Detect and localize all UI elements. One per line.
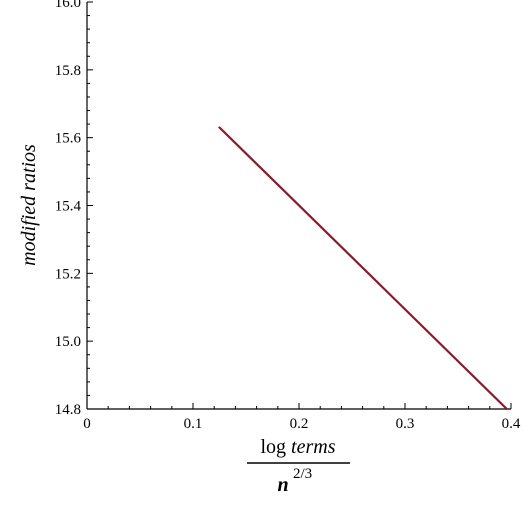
series-layer <box>218 126 508 411</box>
x-tick-label: 0.3 <box>396 416 415 432</box>
ticks: 14.8 15.0 15.2 15.4 15.6 15.8 16.0 0 0.1 0.2 0.3 0.… <box>55 0 521 432</box>
x-tick-label: 0 <box>83 416 91 432</box>
x-axis-title-terms: terms <box>291 436 336 458</box>
y-axis-title: modified ratios <box>18 144 40 266</box>
x-axis-title-exponent: 2/3 <box>293 466 312 482</box>
x-tick-label: 0.4 <box>502 416 521 432</box>
x-tick-label: 0.1 <box>184 416 203 432</box>
series-line <box>218 126 508 411</box>
y-tick-label: 15.6 <box>55 131 82 147</box>
x-axis-title-numerator: log terms <box>260 436 335 458</box>
x-tick-label: 0.2 <box>290 416 309 432</box>
y-tick-label: 15.8 <box>55 63 81 79</box>
y-tick-label: 15.2 <box>55 266 81 282</box>
y-tick-label: 15.0 <box>55 334 81 350</box>
y-tick-label: 16.0 <box>55 0 81 11</box>
x-axis-title-log: log <box>260 436 286 458</box>
y-tick-label: 15.4 <box>55 199 82 215</box>
x-axis-title: log terms n 2/3 <box>247 436 350 496</box>
x-axis-title-denominator: n <box>277 474 288 496</box>
y-tick-label: 14.8 <box>55 402 81 418</box>
